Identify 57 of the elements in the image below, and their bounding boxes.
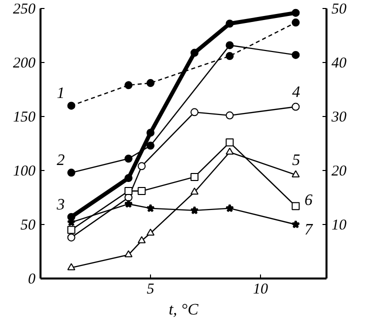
point [226, 20, 234, 28]
point [226, 111, 234, 120]
y-tick-label: 50 [20, 218, 36, 234]
y-tick-label: 250 [13, 2, 36, 18]
point [225, 204, 234, 212]
y-tick-label: 100 [13, 164, 36, 180]
series-label: 6 [304, 192, 312, 210]
point [226, 41, 234, 50]
point [292, 170, 300, 178]
point [190, 108, 198, 116]
point [292, 50, 300, 59]
series-label: 3 [56, 196, 65, 214]
point [124, 154, 132, 163]
point [67, 233, 76, 242]
series-label: 7 [304, 221, 314, 238]
point [190, 172, 198, 181]
point [146, 228, 154, 236]
y-tick-label: 0 [28, 272, 36, 288]
point [146, 128, 154, 137]
point [226, 138, 234, 146]
point [292, 202, 300, 210]
point [124, 199, 133, 208]
point [138, 187, 146, 196]
point [124, 81, 132, 90]
point [67, 263, 76, 270]
point [291, 220, 300, 228]
point [292, 102, 300, 111]
point [67, 102, 76, 110]
y2-tick-label: 30 [330, 110, 347, 126]
point [190, 48, 198, 57]
y2-tick-label: 10 [332, 218, 347, 234]
point [138, 236, 146, 244]
point [146, 79, 154, 88]
point [124, 187, 132, 196]
point [146, 142, 154, 150]
point [138, 162, 146, 170]
point [190, 188, 198, 195]
point [292, 18, 300, 27]
point [146, 204, 155, 212]
series-label: 2 [56, 152, 65, 170]
point [226, 52, 234, 60]
y2-tick-label: 50 [332, 2, 347, 18]
point [190, 206, 199, 214]
y-tick-label: 150 [13, 110, 36, 126]
series-label: 4 [292, 84, 300, 102]
y2-tick-label: 40 [332, 56, 347, 72]
y-tick-label: 200 [13, 56, 36, 72]
point [67, 168, 76, 177]
point [226, 148, 234, 155]
point [124, 174, 132, 182]
x-axis-title: t, °C [168, 302, 199, 318]
series-label: 1 [56, 85, 65, 102]
y2-tick-label: 20 [332, 164, 347, 180]
series-label: 5 [292, 152, 300, 170]
point [124, 250, 132, 258]
point [67, 226, 76, 234]
point [292, 8, 300, 17]
